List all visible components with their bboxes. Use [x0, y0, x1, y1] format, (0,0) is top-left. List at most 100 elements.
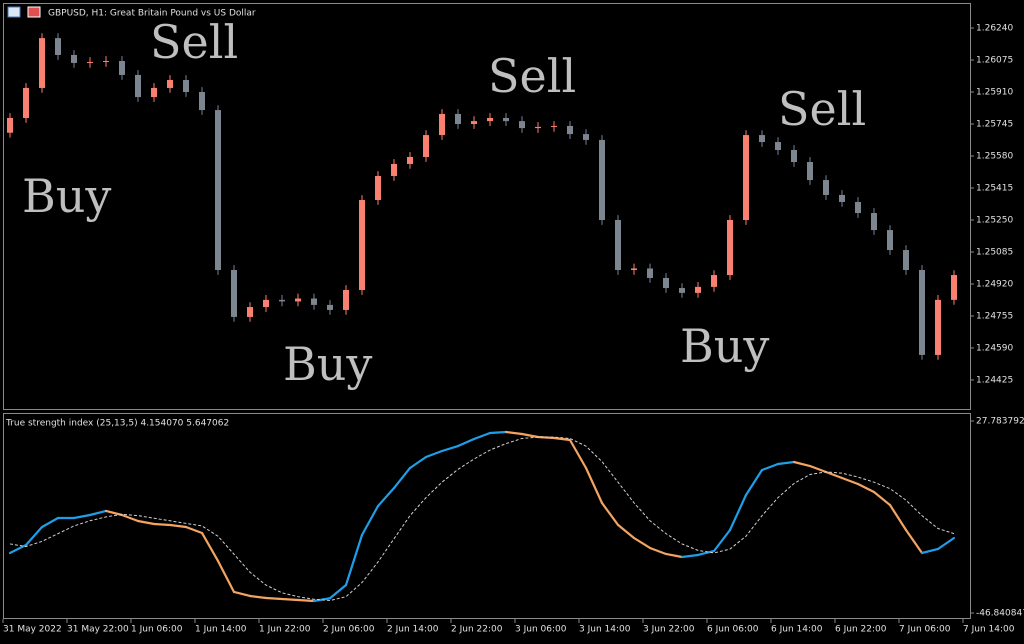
indicator-segment [696, 549, 716, 557]
candle-body [759, 135, 765, 143]
signal-annotation: Buy [283, 337, 372, 391]
candle-body [935, 299, 941, 355]
candle-body [791, 149, 797, 163]
indicator-title: True strength index (25,13,5) 4.154070 5… [5, 419, 229, 429]
x-tick-label: 7 Jun 06:00 [899, 625, 951, 635]
candle-body [695, 286, 701, 293]
candle-body [631, 268, 637, 271]
candle-body [359, 200, 365, 290]
candle-body [199, 92, 205, 111]
indicator-segment [488, 430, 508, 435]
indicator-segment [856, 482, 876, 494]
candle-body [423, 135, 429, 157]
indicator-segment [840, 476, 860, 486]
candle-body [103, 61, 109, 63]
chart-icon[interactable] [7, 6, 21, 18]
candle-body [39, 38, 45, 88]
x-tick-label: 2 Jun 14:00 [387, 625, 439, 635]
indicator-segment [376, 486, 396, 508]
x-tick-label: 7 Jun 14:00 [963, 625, 1015, 635]
candle-body [775, 142, 781, 150]
y-tick-label: 1.24425 [976, 375, 1013, 385]
candle-body [55, 38, 61, 55]
candle-body [519, 121, 525, 129]
indicator-segment [344, 533, 364, 587]
indicator-segment [920, 547, 940, 555]
candle-body [743, 135, 749, 220]
candle-body [903, 250, 909, 271]
indicator-segment [712, 528, 732, 553]
candle-body [455, 113, 461, 125]
indicator-segment [136, 519, 156, 526]
indicator-segment [744, 468, 764, 497]
y-tick-label: 1.26240 [976, 24, 1013, 34]
candle-body [855, 201, 861, 214]
x-tick-label: 6 Jun 22:00 [835, 625, 887, 635]
candle-body [215, 110, 221, 271]
candle-body [711, 275, 717, 287]
indicator-segment [200, 531, 220, 563]
x-tick-label: 1 Jun 06:00 [131, 625, 183, 635]
x-tick-label: 1 Jun 14:00 [195, 625, 247, 635]
y-tick-label: 1.24755 [976, 311, 1013, 321]
candle-body [311, 298, 317, 305]
y-tick-label: -46.840847 [976, 609, 1024, 619]
indicator-segment [584, 466, 604, 505]
candle-body [807, 162, 813, 181]
candle-body [295, 298, 301, 302]
indicator-segment [264, 596, 284, 601]
chart-icon[interactable] [27, 6, 41, 18]
candle-body [7, 118, 13, 133]
indicator-segment [600, 501, 620, 527]
indicator-segment [792, 460, 812, 468]
indicator-segment [328, 583, 348, 600]
y-tick-label: 1.25250 [976, 215, 1013, 225]
indicator-segment [248, 594, 268, 600]
y-tick-label: 1.25910 [976, 88, 1013, 98]
indicator-segment [760, 462, 780, 472]
indicator-segment [184, 525, 204, 535]
candle-body [247, 307, 253, 317]
candle-body [647, 268, 653, 278]
candle-body [583, 134, 589, 140]
signal-annotation: Buy [680, 319, 769, 373]
candle-body [327, 304, 333, 310]
candle-body [615, 219, 621, 271]
y-tick-label: 1.25085 [976, 247, 1013, 257]
indicator-segment [472, 431, 492, 441]
signal-annotation: Sell [488, 49, 576, 103]
candle-body [823, 180, 829, 195]
candle-body [119, 61, 125, 75]
indicator-segment [616, 523, 636, 540]
signal-annotation: Buy [22, 169, 111, 223]
chart-title: GBPUSD, H1: Great Britain Pound vs US Do… [48, 9, 256, 19]
candle-body [23, 87, 29, 119]
indicator-segment [40, 516, 60, 529]
candle-body [167, 80, 173, 88]
x-tick-label: 2 Jun 06:00 [323, 625, 375, 635]
candle-body [183, 80, 189, 93]
candle-body [551, 125, 557, 127]
candle-body [951, 275, 957, 300]
indicator-segment [808, 464, 828, 474]
candle-body [871, 213, 877, 231]
candle-body [839, 194, 845, 202]
indicator-segment [360, 504, 380, 537]
indicator-segment [456, 437, 476, 448]
indicator-segment [728, 493, 748, 532]
candle-body [503, 118, 509, 122]
candle-body [391, 163, 397, 176]
y-tick-label: 1.25745 [976, 120, 1013, 130]
indicator-segment [520, 432, 540, 439]
candle-body [887, 230, 893, 251]
x-tick-label: 3 Jun 06:00 [515, 625, 567, 635]
candle-body [71, 54, 77, 63]
y-tick-label: 1.24590 [976, 343, 1013, 353]
indicator-segment [24, 525, 44, 547]
candle-body [231, 270, 237, 317]
signal-annotation: Sell [778, 82, 866, 136]
candle-body [151, 87, 157, 98]
main-panel [3, 3, 971, 410]
indicator-segment [72, 513, 92, 520]
indicator-segment [904, 528, 924, 555]
